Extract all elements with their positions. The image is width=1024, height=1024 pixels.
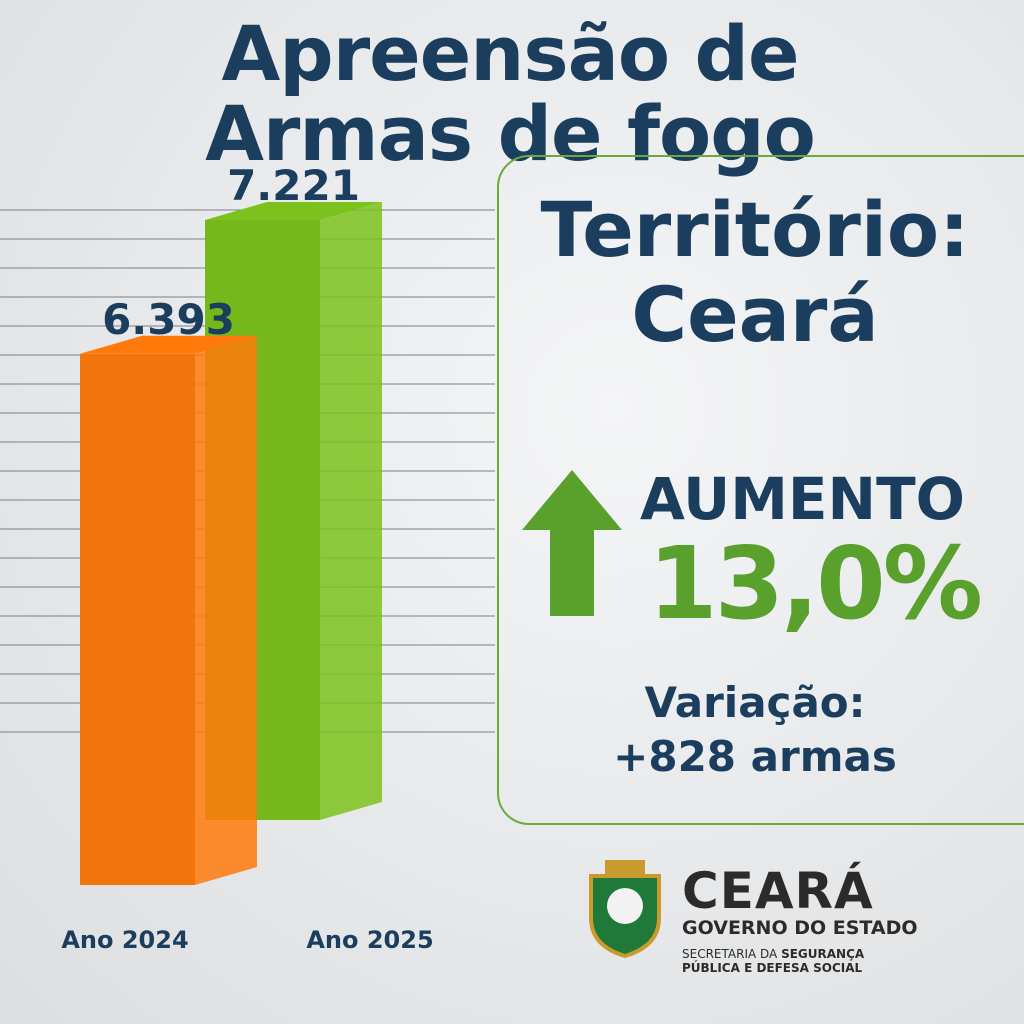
bar — [80, 353, 195, 886]
logo: CEARÁ GOVERNO DO ESTADO SECRETARIA DA SE… — [682, 865, 918, 975]
logo-dept-line2: PÚBLICA E DEFESA SOCIAL — [682, 961, 863, 975]
summary-panel — [497, 155, 1024, 825]
value-label: 7.221 — [227, 161, 360, 210]
change: 13,0% — [648, 525, 983, 642]
variation-label: Variação: — [644, 678, 866, 727]
territory: Ceará — [631, 270, 879, 359]
bar-side — [320, 202, 382, 820]
bar-top — [80, 335, 257, 354]
up-arrow — [522, 470, 622, 616]
trend: AUMENTO — [640, 465, 965, 533]
logo-dept-bold: SEGURANÇA — [781, 947, 865, 961]
chart-title: Apreensão de Armas de fogo — [205, 9, 816, 178]
x-tick-label: Ano 2024 — [61, 926, 188, 954]
logo-crest — [589, 860, 661, 958]
territory-label: Território: — [540, 185, 970, 274]
logo-name: CEARÁ — [682, 862, 874, 920]
bar-side — [195, 335, 257, 886]
bar-top — [205, 202, 382, 220]
logo-dept: SECRETARIA DA — [682, 947, 778, 961]
x-tick-label: Ano 2025 — [306, 926, 433, 954]
value-label: 6.393 — [102, 295, 235, 344]
logo-subtitle: GOVERNO DO ESTADO — [682, 917, 918, 939]
variation: +828 armas — [613, 732, 897, 781]
